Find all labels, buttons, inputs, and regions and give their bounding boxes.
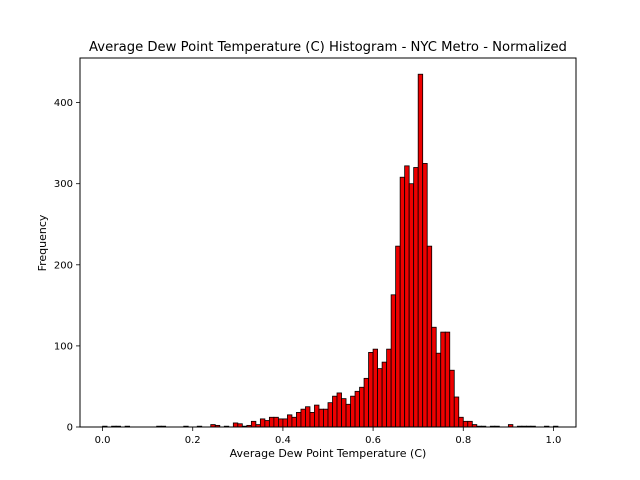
- histogram-bar: [444, 331, 451, 428]
- histogram-bar: [264, 420, 270, 428]
- histogram-bar: [372, 348, 378, 428]
- histogram-bar: [458, 416, 464, 428]
- histogram-bar: [399, 176, 406, 428]
- histogram-bar: [273, 416, 279, 428]
- histogram-bar: [404, 165, 410, 428]
- histogram-bar: [377, 368, 383, 428]
- histogram-bar: [277, 418, 284, 428]
- histogram-bar: [390, 294, 397, 428]
- histogram-bar: [413, 167, 419, 428]
- x-tick-label: 1.0: [546, 435, 562, 446]
- x-axis-label: Average Dew Point Temperature (C): [230, 447, 427, 460]
- y-tick-label: 100: [54, 341, 73, 352]
- histogram-bar: [259, 418, 266, 428]
- histogram-bar: [250, 420, 257, 428]
- y-tick-label: 0: [67, 423, 73, 434]
- histogram-bar: [386, 348, 392, 428]
- histogram-bar: [368, 351, 374, 428]
- histogram-bar: [323, 408, 329, 428]
- histogram-bar: [462, 420, 469, 428]
- y-tick-label: 300: [54, 179, 73, 190]
- plot-frame: [79, 57, 577, 428]
- histogram-bar: [453, 396, 460, 428]
- y-axis: 0 100 200 300 400: [54, 98, 80, 434]
- histogram-bar: [363, 377, 369, 428]
- histogram-bar: [287, 414, 293, 428]
- x-tick-label: 0.0: [95, 435, 111, 446]
- histogram-bar: [350, 395, 356, 428]
- histogram-bar: [359, 386, 365, 428]
- x-tick-label: 0.6: [365, 435, 381, 446]
- y-axis-label: Frequency: [36, 214, 49, 271]
- histogram-bar: [381, 361, 388, 428]
- histogram-bar: [345, 403, 351, 428]
- histogram-bar: [300, 408, 306, 428]
- histogram-bar: [426, 245, 433, 428]
- x-tick-label: 0.2: [185, 435, 201, 446]
- x-axis: 0.0 0.2 0.4 0.6 0.8 1.0: [95, 427, 562, 446]
- histogram-bar: [341, 398, 347, 428]
- histogram-bar: [268, 416, 275, 428]
- histogram-bar: [417, 73, 424, 428]
- histogram-bar: [422, 163, 428, 428]
- histogram-bar: [440, 331, 446, 428]
- histogram-bar: [282, 418, 288, 428]
- histogram-bar: [336, 392, 342, 428]
- histogram-bar: [314, 404, 320, 428]
- chart-title: Average Dew Point Temperature (C) Histog…: [89, 40, 567, 55]
- histogram-bar: [332, 395, 338, 428]
- histogram-bar: [291, 416, 297, 428]
- histogram-bar: [327, 402, 333, 428]
- histogram-bar: [449, 369, 455, 428]
- histogram-bars: [102, 73, 559, 428]
- histogram-bar: [318, 408, 324, 428]
- histogram-bar: [296, 411, 302, 428]
- x-tick-label: 0.4: [275, 435, 291, 446]
- histogram-bar: [408, 183, 415, 428]
- y-tick-label: 200: [54, 260, 73, 271]
- histogram-bar: [309, 411, 315, 428]
- histogram-bar: [354, 390, 360, 428]
- y-tick-label: 400: [54, 98, 73, 109]
- histogram-bar: [395, 245, 401, 428]
- histogram-bar: [435, 352, 442, 428]
- histogram-bar: [232, 422, 239, 428]
- histogram-bar: [305, 406, 311, 428]
- x-tick-label: 0.8: [455, 435, 471, 446]
- histogram-bar: [431, 326, 437, 428]
- histogram-bar: [467, 420, 473, 428]
